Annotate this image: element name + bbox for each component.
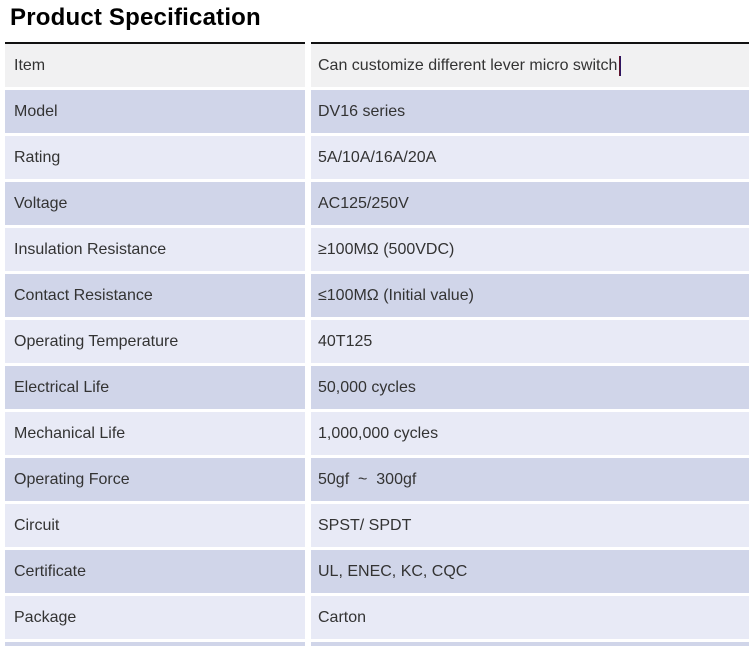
spec-label-cell: Contact Resistance bbox=[5, 274, 305, 317]
spec-label: Contact Resistance bbox=[14, 286, 153, 304]
spec-label-cell: Operating Force bbox=[5, 458, 305, 501]
spec-value-cell-focused[interactable]: Can customize different lever micro swit… bbox=[311, 42, 749, 87]
table-row: Item Can customize different lever micro… bbox=[5, 42, 749, 87]
table-row-partial bbox=[5, 642, 749, 646]
spec-label-cell: Operating Temperature bbox=[5, 320, 305, 363]
table-row: Voltage AC125/250V bbox=[5, 182, 749, 225]
spec-value: 40T125 bbox=[318, 332, 373, 350]
table-row: Operating Force 50gf ~ 300gf bbox=[5, 458, 749, 501]
table-row: Mechanical Life 1,000,000 cycles bbox=[5, 412, 749, 455]
spec-label-cell: Mechanical Life bbox=[5, 412, 305, 455]
spec-label: Mechanical Life bbox=[14, 424, 126, 442]
spec-label: Rating bbox=[14, 148, 61, 166]
table-row: Insulation Resistance ≥100MΩ (500VDC) bbox=[5, 228, 749, 271]
spec-label: Item bbox=[14, 56, 46, 74]
spec-value-cell: 40T125 bbox=[311, 320, 749, 363]
spec-label-cell: Insulation Resistance bbox=[5, 228, 305, 271]
spec-value-cell: SPST/ SPDT bbox=[311, 504, 749, 547]
spec-value-cell: 1,000,000 cycles bbox=[311, 412, 749, 455]
table-row: Model DV16 series bbox=[5, 90, 749, 133]
spec-label: Package bbox=[14, 608, 77, 626]
text-caret bbox=[619, 55, 622, 76]
spec-value-cell: 50gf ~ 300gf bbox=[311, 458, 749, 501]
table-row: Package Carton bbox=[5, 596, 749, 639]
spec-value-cell bbox=[311, 642, 749, 646]
spec-label-cell: Package bbox=[5, 596, 305, 639]
spec-value-cell: UL, ENEC, KC, CQC bbox=[311, 550, 749, 593]
spec-label: Operating Temperature bbox=[14, 332, 179, 350]
spec-label: Certificate bbox=[14, 562, 87, 580]
spec-value-cell: 50,000 cycles bbox=[311, 366, 749, 409]
page-title: Product Specification bbox=[10, 4, 261, 31]
spec-value-cell: 5A/10A/16A/20A bbox=[311, 136, 749, 179]
spec-value-cell: Carton bbox=[311, 596, 749, 639]
spec-value-cell: ≥100MΩ (500VDC) bbox=[311, 228, 749, 271]
spec-label-cell: Circuit bbox=[5, 504, 305, 547]
spec-value: ≤100MΩ (Initial value) bbox=[318, 286, 474, 304]
spec-label: Electrical Life bbox=[14, 378, 110, 396]
spec-value: AC125/250V bbox=[318, 194, 409, 212]
table-row: Certificate UL, ENEC, KC, CQC bbox=[5, 550, 749, 593]
table-row: Operating Temperature 40T125 bbox=[5, 320, 749, 363]
spec-label-cell: Electrical Life bbox=[5, 366, 305, 409]
spec-value: Can customize different lever micro swit… bbox=[318, 56, 618, 74]
spec-label-cell: Voltage bbox=[5, 182, 305, 225]
table-row: Contact Resistance ≤100MΩ (Initial value… bbox=[5, 274, 749, 317]
spec-value-cell: ≤100MΩ (Initial value) bbox=[311, 274, 749, 317]
spec-label: Insulation Resistance bbox=[14, 240, 167, 258]
spec-label: Voltage bbox=[14, 194, 68, 212]
spec-label-cell: Rating bbox=[5, 136, 305, 179]
spec-label-cell: Certificate bbox=[5, 550, 305, 593]
spec-value: Carton bbox=[318, 608, 367, 626]
spec-label: Model bbox=[14, 102, 58, 120]
spec-value: SPST/ SPDT bbox=[318, 516, 412, 534]
spec-value: ≥100MΩ (500VDC) bbox=[318, 240, 455, 258]
table-row: Rating 5A/10A/16A/20A bbox=[5, 136, 749, 179]
spec-value: 50gf ~ 300gf bbox=[318, 470, 417, 488]
spec-label: Operating Force bbox=[14, 470, 130, 488]
table-row: Circuit SPST/ SPDT bbox=[5, 504, 749, 547]
spec-value: UL, ENEC, KC, CQC bbox=[318, 562, 468, 580]
spec-table: Item Can customize different lever micro… bbox=[5, 42, 749, 646]
spec-value: 50,000 cycles bbox=[318, 378, 416, 396]
spec-label-cell: Model bbox=[5, 90, 305, 133]
spec-value: 1,000,000 cycles bbox=[318, 424, 439, 442]
spec-label-cell: Item bbox=[5, 42, 305, 87]
spec-label: Circuit bbox=[14, 516, 60, 534]
spec-value-cell: DV16 series bbox=[311, 90, 749, 133]
spec-label-cell bbox=[5, 642, 305, 646]
table-row: Electrical Life 50,000 cycles bbox=[5, 366, 749, 409]
spec-value: DV16 series bbox=[318, 102, 406, 120]
spec-value-cell: AC125/250V bbox=[311, 182, 749, 225]
spec-value: 5A/10A/16A/20A bbox=[318, 148, 437, 166]
